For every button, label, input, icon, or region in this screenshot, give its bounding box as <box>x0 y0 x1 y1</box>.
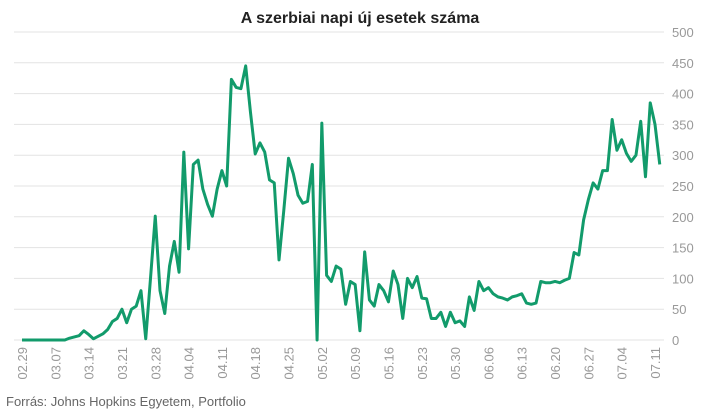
x-tick-label: 06.20 <box>548 347 563 380</box>
x-tick-label: 03.28 <box>148 347 163 380</box>
x-tick-label: 03.07 <box>48 347 63 380</box>
y-tick-label: 200 <box>672 210 694 225</box>
x-tick-label: 04.04 <box>182 347 197 380</box>
x-tick-label: 05.09 <box>348 347 363 380</box>
source: Forrás: Johns Hopkins Egyetem, Portfolio <box>6 394 246 409</box>
y-tick-label: 500 <box>672 25 694 40</box>
y-tick-label: 0 <box>672 333 679 348</box>
x-tick-label: 06.27 <box>581 347 596 380</box>
x-tick-label: 02.29 <box>15 347 30 380</box>
x-tick-label: 04.11 <box>215 347 230 379</box>
x-tick-label: 07.11 <box>648 347 663 379</box>
x-tick-label: 05.16 <box>381 347 396 380</box>
chart-title: A szerbiai napi új esetek száma <box>241 10 480 27</box>
x-tick-label: 05.30 <box>448 347 463 380</box>
x-tick-label: 04.25 <box>282 347 297 380</box>
y-tick-label: 350 <box>672 117 694 132</box>
y-tick-label: 150 <box>672 241 694 256</box>
x-tick-label: 05.23 <box>415 347 430 380</box>
y-tick-label: 300 <box>672 148 694 163</box>
x-tick-label: 07.04 <box>615 347 630 380</box>
x-tick-label: 06.06 <box>481 347 496 380</box>
x-tick-label: 03.14 <box>82 347 97 380</box>
y-tick-label: 50 <box>672 302 686 317</box>
x-tick-label: 06.13 <box>515 347 530 380</box>
x-tick-label: 04.18 <box>248 347 263 380</box>
x-tick-label: 03.21 <box>115 347 130 380</box>
y-tick-label: 250 <box>672 179 694 194</box>
y-tick-label: 450 <box>672 56 694 71</box>
data-line <box>22 64 662 342</box>
y-tick-label: 100 <box>672 271 694 286</box>
x-tick-label: 05.02 <box>315 347 330 380</box>
y-tick-label: 400 <box>672 87 694 102</box>
